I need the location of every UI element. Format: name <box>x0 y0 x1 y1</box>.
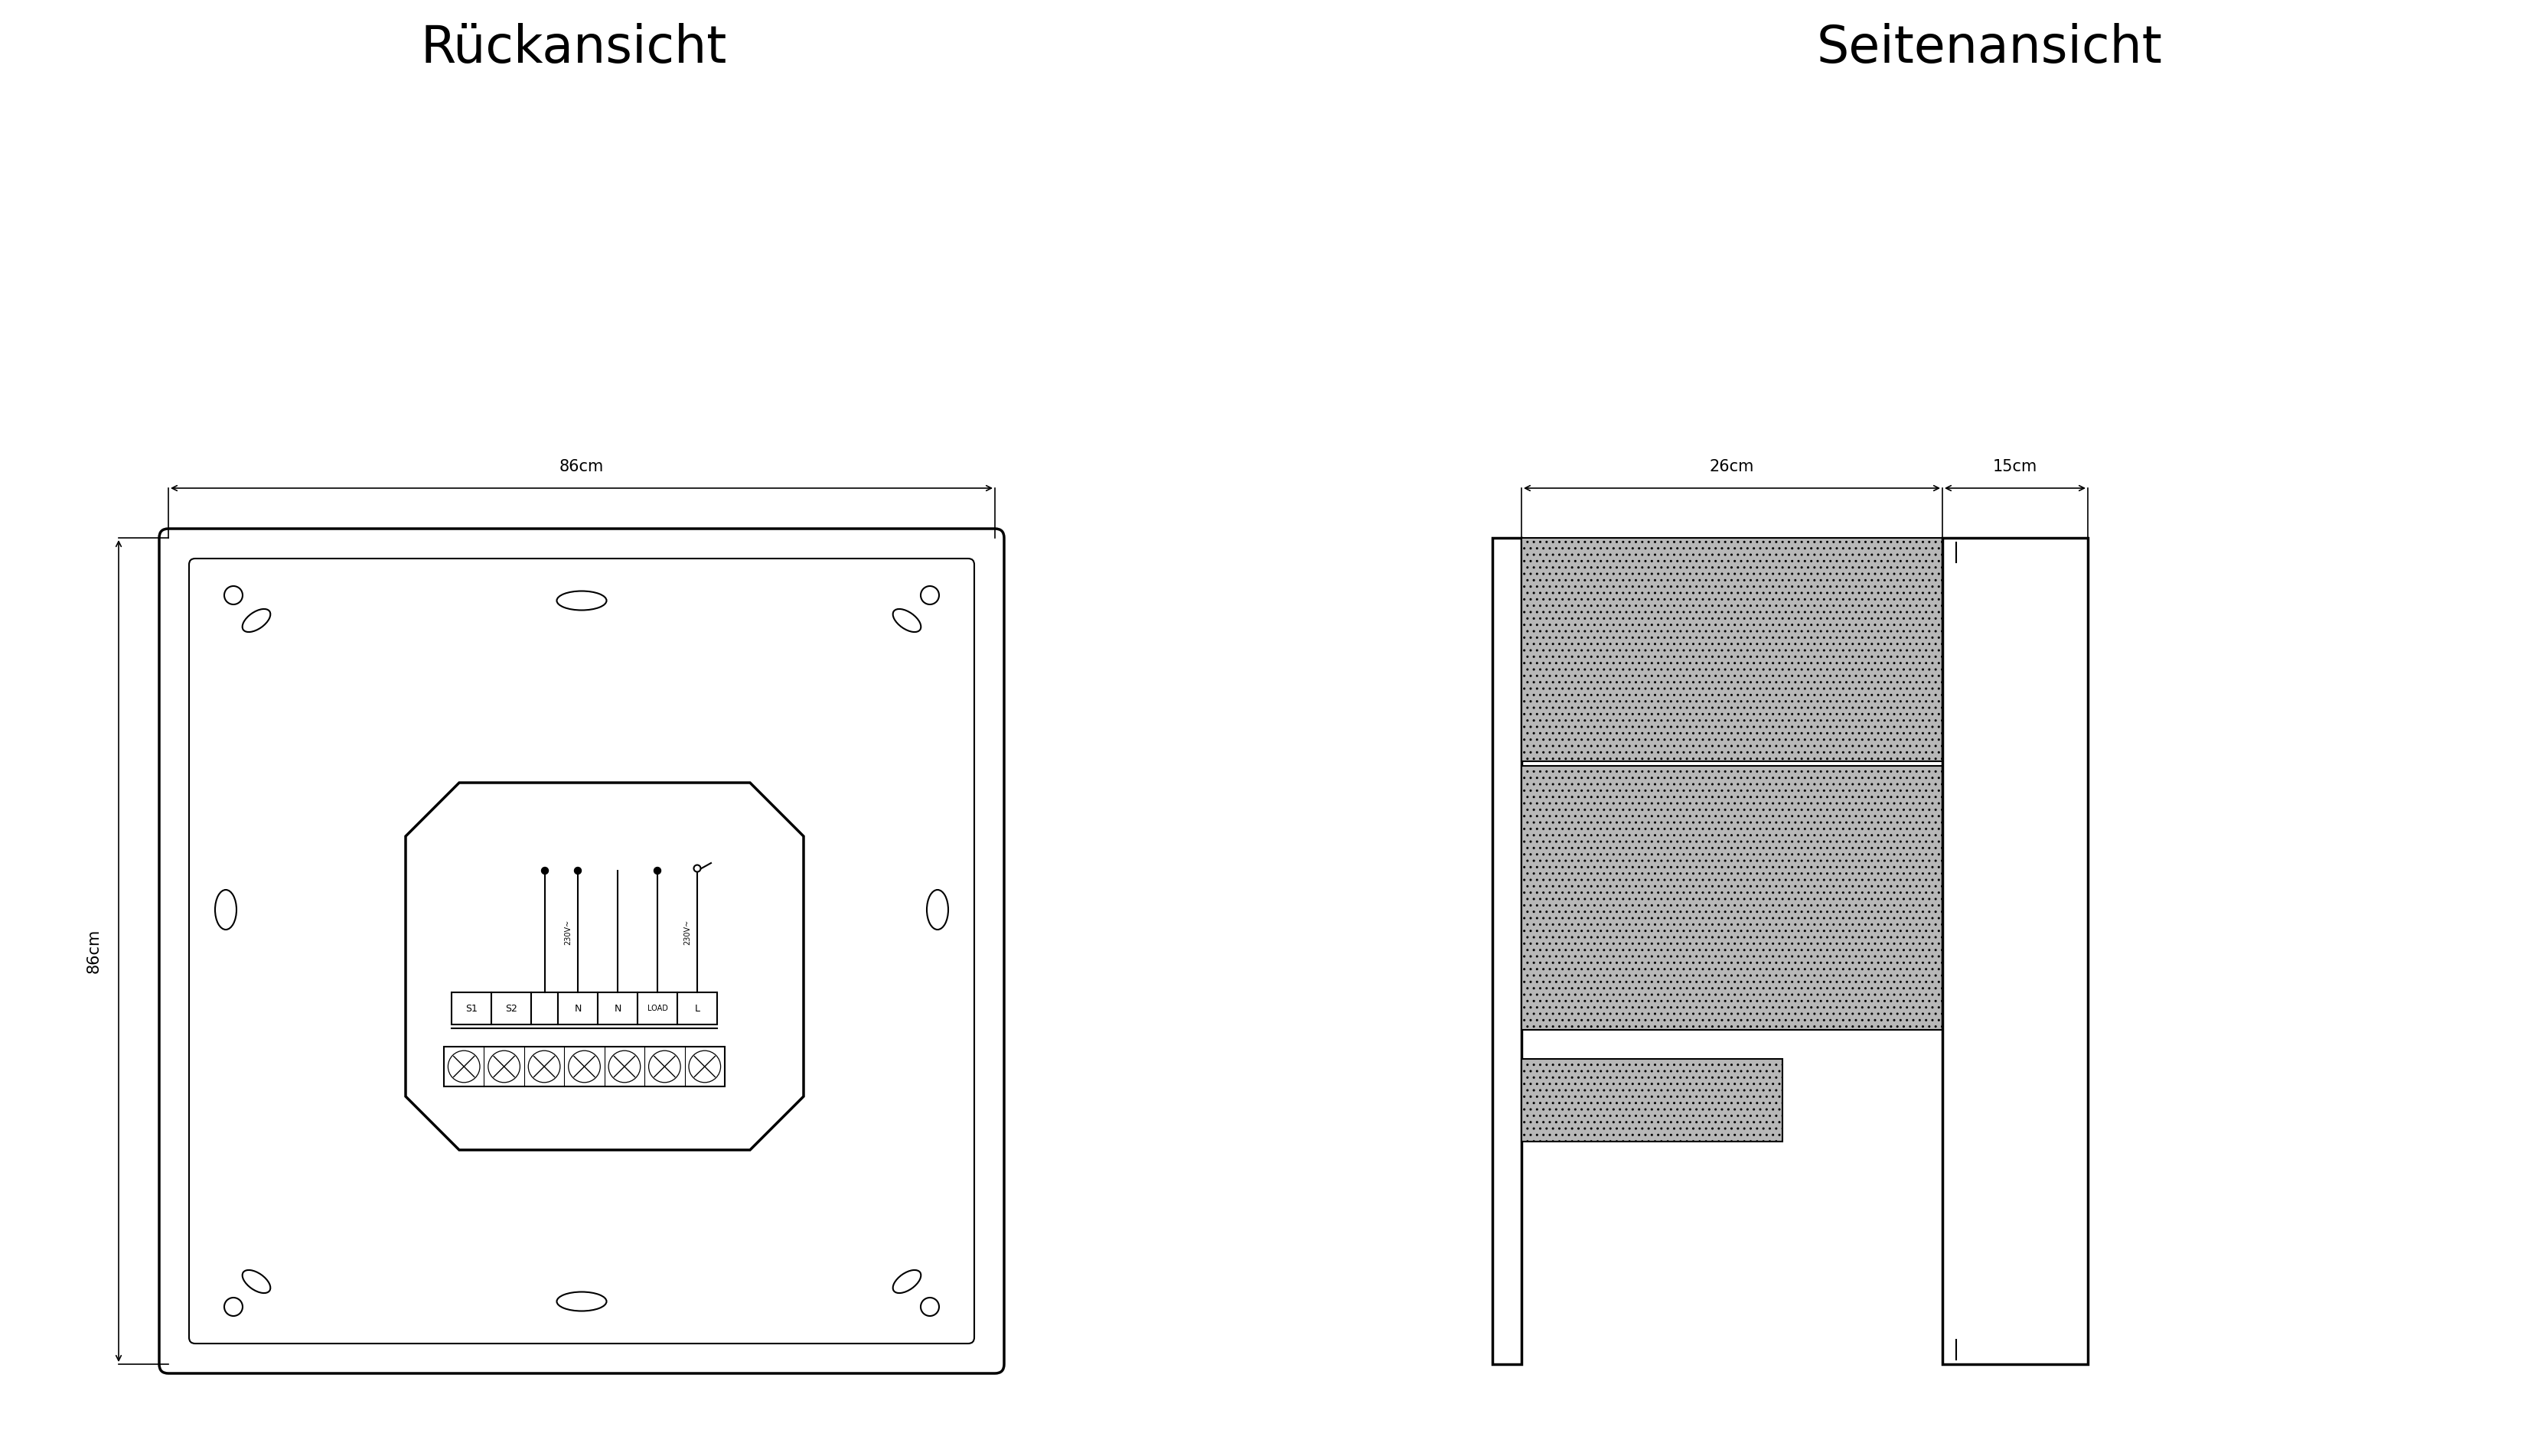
Circle shape <box>920 1297 940 1316</box>
FancyBboxPatch shape <box>190 559 973 1344</box>
Circle shape <box>449 1051 479 1082</box>
Text: N: N <box>575 1003 580 1013</box>
Ellipse shape <box>892 609 920 632</box>
Bar <box>1944 537 2088 1364</box>
Ellipse shape <box>243 609 271 632</box>
Bar <box>532 993 557 1025</box>
Circle shape <box>223 587 243 604</box>
Bar <box>1493 537 1520 1364</box>
Bar <box>598 993 639 1025</box>
Bar <box>443 1047 725 1086</box>
Bar <box>557 993 598 1025</box>
Text: LOAD: LOAD <box>646 1005 666 1012</box>
Circle shape <box>689 1051 720 1082</box>
Bar <box>492 993 532 1025</box>
Text: Rückansicht: Rückansicht <box>421 23 727 73</box>
Text: L: L <box>694 1003 699 1013</box>
Polygon shape <box>405 783 803 1150</box>
Circle shape <box>575 868 580 874</box>
Circle shape <box>654 868 661 874</box>
Circle shape <box>489 1051 519 1082</box>
Ellipse shape <box>892 1270 920 1293</box>
Circle shape <box>649 1051 682 1082</box>
Ellipse shape <box>557 591 606 610</box>
Text: 15cm: 15cm <box>1992 459 2037 475</box>
Circle shape <box>694 865 702 872</box>
Bar <box>1520 766 1944 1029</box>
Ellipse shape <box>927 890 948 929</box>
Text: N: N <box>613 1003 621 1013</box>
Text: S2: S2 <box>504 1003 517 1013</box>
Circle shape <box>223 1297 243 1316</box>
Text: 26cm: 26cm <box>1710 459 1754 475</box>
Text: 86cm: 86cm <box>560 459 603 475</box>
Bar <box>1520 1059 1781 1142</box>
Text: Seitenansicht: Seitenansicht <box>1817 23 2162 73</box>
Bar <box>639 993 677 1025</box>
Ellipse shape <box>215 890 236 929</box>
Bar <box>677 993 717 1025</box>
Ellipse shape <box>243 1270 271 1293</box>
Text: 230V~: 230V~ <box>684 919 692 945</box>
Text: 86cm: 86cm <box>86 929 101 973</box>
Circle shape <box>542 868 547 874</box>
Circle shape <box>568 1051 601 1082</box>
FancyBboxPatch shape <box>160 529 1003 1373</box>
Circle shape <box>527 1051 560 1082</box>
Circle shape <box>920 587 940 604</box>
Bar <box>451 993 492 1025</box>
Text: S1: S1 <box>466 1003 476 1013</box>
Circle shape <box>608 1051 641 1082</box>
Text: 230V~: 230V~ <box>565 919 573 945</box>
Bar <box>1520 537 1944 761</box>
Ellipse shape <box>557 1291 606 1310</box>
